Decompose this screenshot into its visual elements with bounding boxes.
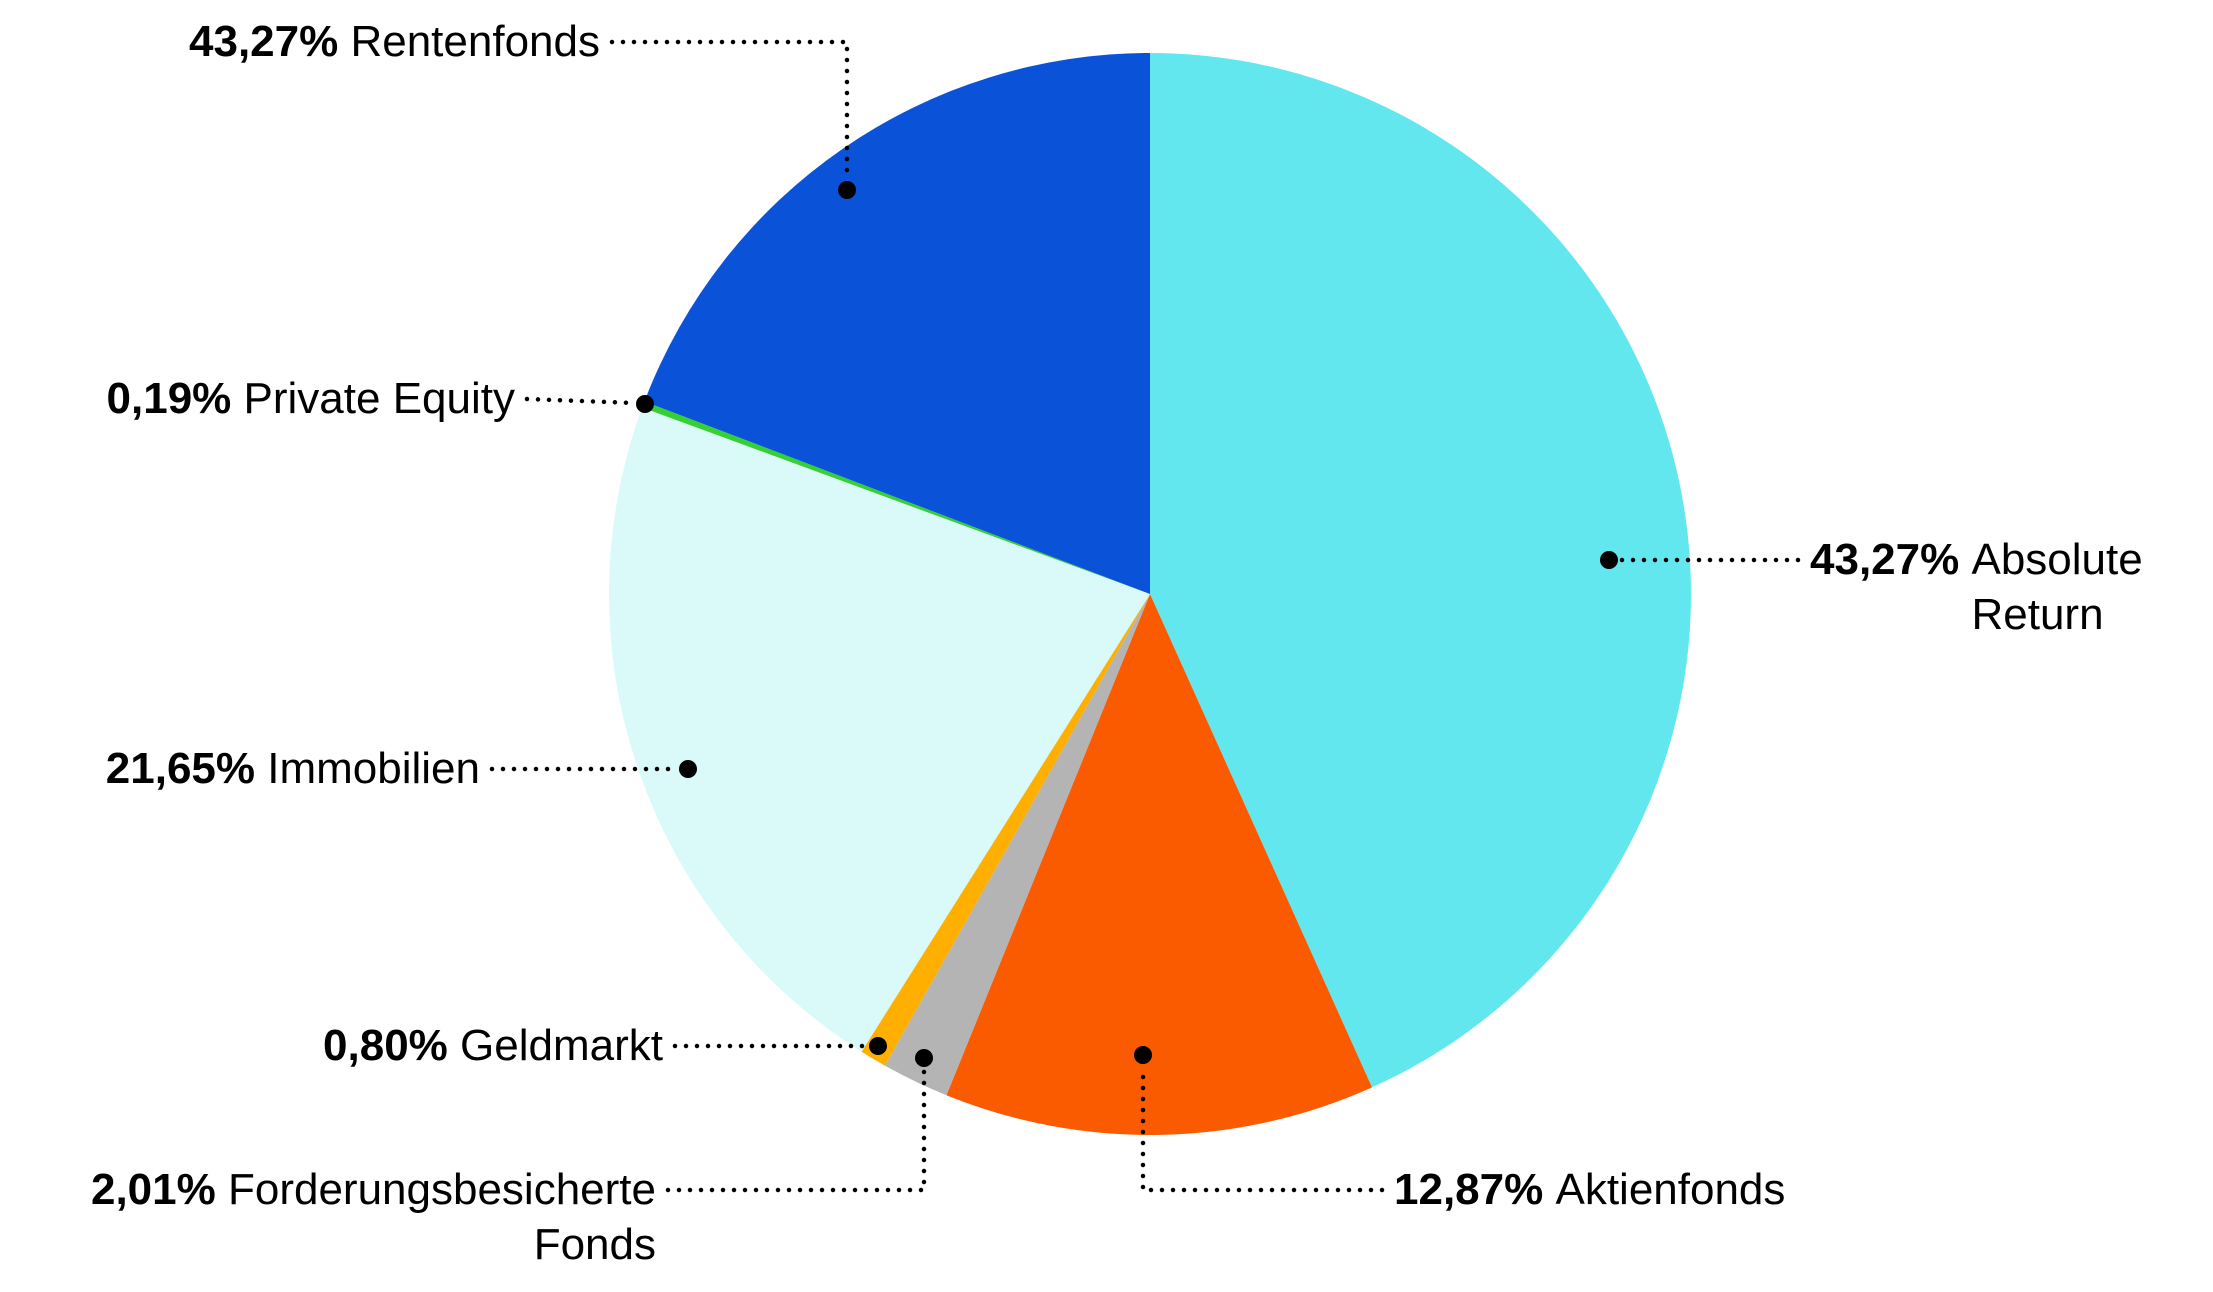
pct-forderungsbesicherte-fonds: 2,01% bbox=[90, 1165, 216, 1214]
pie-slice-geldmarkt bbox=[861, 594, 1150, 1066]
leader-dot-immobilien bbox=[679, 760, 697, 778]
label-geldmarkt: 0,80% Geldmarkt bbox=[323, 1018, 663, 1073]
name-immobilien: Immobilien bbox=[267, 744, 480, 793]
leader-dot-geldmarkt bbox=[869, 1037, 887, 1055]
label-forderungsbesicherte-fonds: 2,01% Forderungsbesicherte Fonds bbox=[91, 1162, 656, 1272]
leader-line-private-equity bbox=[524, 396, 637, 406]
label-immobilien: 21,65% Immobilien bbox=[106, 741, 480, 796]
name-private-equity: Private Equity bbox=[243, 374, 515, 423]
pct-geldmarkt: 0,80% bbox=[323, 1021, 448, 1070]
pie-slice-private-equity bbox=[642, 401, 1150, 594]
label-absolute-return: 43,27% Absolute Return bbox=[1810, 532, 2143, 642]
name-absolute-return: Absolute Return bbox=[1971, 535, 2143, 639]
name-aktienfonds: Aktienfonds bbox=[1555, 1165, 1786, 1214]
pie-slice-immobilien bbox=[608, 407, 1150, 1052]
name-rentenfonds: Rentenfonds bbox=[350, 17, 600, 66]
pie-slice-rentenfonds bbox=[644, 53, 1150, 594]
pct-rentenfonds: 43,27% bbox=[189, 17, 339, 66]
pie-slices bbox=[608, 53, 1692, 1136]
leader-lines bbox=[489, 39, 1801, 1193]
pie-slice-aktienfonds bbox=[946, 594, 1373, 1136]
leader-line-forderungsbesicherte-fonds bbox=[665, 1067, 927, 1193]
pie-slice-forderungsbesicherte-fonds bbox=[884, 594, 1150, 1096]
leader-dot-private-equity bbox=[636, 395, 654, 413]
leader-dot-forderungsbesicherte-fonds bbox=[915, 1049, 933, 1067]
pct-aktienfonds: 12,87% bbox=[1394, 1165, 1544, 1214]
label-rentenfonds: 43,27% Rentenfonds bbox=[189, 14, 600, 69]
pct-immobilien: 21,65% bbox=[105, 744, 256, 793]
pct-private-equity: 0,19% bbox=[106, 374, 232, 423]
label-private-equity: 0,19% Private Equity bbox=[107, 371, 515, 426]
name-geldmarkt: Geldmarkt bbox=[460, 1021, 663, 1070]
leader-dot-aktienfonds bbox=[1134, 1046, 1152, 1064]
leader-dot-absolute-return bbox=[1600, 551, 1618, 569]
pct-absolute-return: 43,27% bbox=[1810, 535, 1960, 584]
label-aktienfonds: 12,87% Aktienfonds bbox=[1394, 1162, 1785, 1217]
pie-slice-absolute-return bbox=[1150, 53, 1692, 1088]
leader-dot-rentenfonds bbox=[838, 181, 856, 199]
name-forderungsbesicherte-fonds: Forderungsbesicherte Fonds bbox=[227, 1165, 656, 1269]
leader-line-rentenfonds bbox=[609, 39, 850, 181]
leader-line-aktienfonds bbox=[1140, 1064, 1385, 1193]
